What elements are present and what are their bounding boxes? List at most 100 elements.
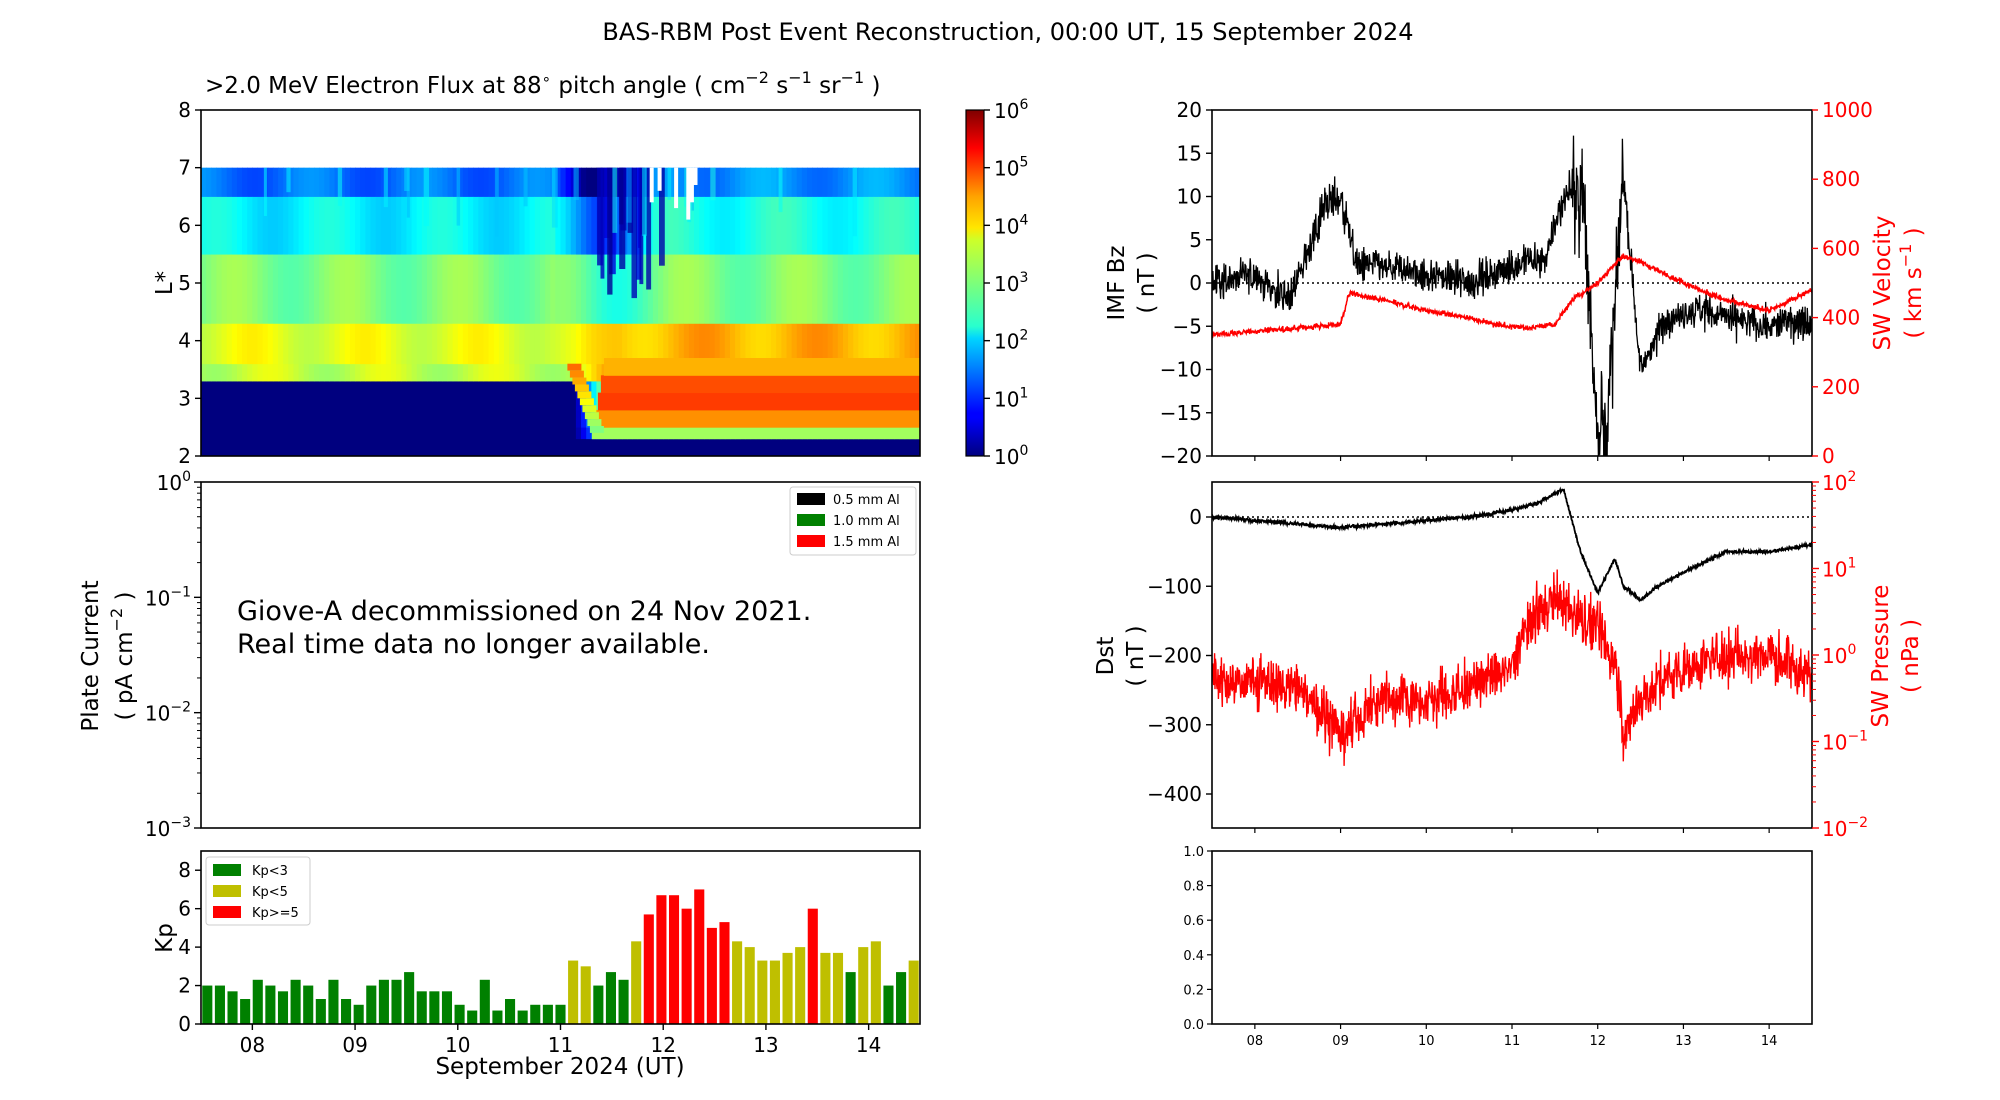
empty-y-tick-label: 0.2 [1183,983,1204,998]
flux-cell [514,323,521,365]
plate-axes-frame [200,481,921,829]
flux-cell [278,323,284,365]
flux-cell [334,363,341,382]
flux-cell [622,254,628,324]
flux-cell [837,196,844,255]
flux-cell [478,196,485,255]
kp-bar [542,1004,553,1024]
flux-outer-streak [456,167,461,226]
flux-cell [303,363,310,382]
flux-cell [221,323,228,365]
flux-cell [514,167,521,197]
flux-cell [457,254,464,324]
flux-cell [565,167,572,197]
flux-cell [709,323,716,365]
flux-cell [355,196,361,255]
flux-cell [750,323,757,365]
kp-bar [896,972,907,1024]
flux-cell [586,427,592,440]
flux-inner-belt-band [603,358,920,376]
flux-cell [740,254,746,324]
flux-cell [904,167,911,197]
flux-cell [339,323,346,365]
velocity-y-tick-label: 200 [1822,375,1860,399]
kp-bar [820,952,831,1024]
flux-cell [796,196,803,255]
flux-cell [586,196,592,255]
flux-cell [565,254,572,324]
flux-cell [509,323,515,365]
flux-cell [704,196,711,255]
flux-cell [519,254,526,324]
kp-bar [883,985,894,1024]
flux-cell [365,363,372,382]
flux-cell [914,167,920,197]
flux-cell [324,363,330,382]
flux-cell [822,167,829,197]
flux-cell [293,167,300,197]
flux-cell [498,363,505,382]
flux-cell [694,323,700,365]
flux-cell [719,167,726,197]
flux-cell [324,254,330,324]
kp-bar [807,908,818,1024]
flux-cell [257,167,264,197]
kp-bar [845,972,856,1024]
flux-cell [899,254,906,324]
flux-cell [319,196,325,255]
flux-cell [411,363,418,382]
flux-cell [791,254,798,324]
flux-cell [652,254,659,324]
kp-bar [505,999,516,1024]
flux-cell [771,323,777,365]
flux-cell [432,196,438,255]
kp-y-ticks: 0 2 4 6 8 [178,858,201,1036]
flux-cell [545,254,551,324]
flux-cell [904,254,911,324]
flux-cell [837,323,844,365]
kp-x-ticks: 08 09 10 11 12 13 14 [240,1024,881,1057]
flux-dropout-streak [600,167,605,279]
flux-cell [678,196,685,255]
flux-cell [396,323,402,365]
flux-cell [786,196,793,255]
flux-cell [319,363,325,382]
flux-cell [283,323,289,365]
flux-cell [478,167,485,197]
flux-cell [355,167,361,197]
flux-cell [504,254,510,324]
flux-cell [884,254,890,324]
flux-cell [206,363,212,382]
flux-cell [288,323,295,365]
flux-cell [432,254,438,324]
legend-swatch-10al [797,514,825,526]
flux-cell [699,254,705,324]
flux-cell [349,323,356,365]
flux-cell [391,323,397,365]
flux-cell [524,196,531,255]
flux-cell [452,363,459,382]
dst-ylabel-unit: ( nT ) [1123,625,1149,686]
flux-cell [560,254,567,324]
flux-cell [221,196,228,255]
flux-cell [416,323,423,365]
flux-cell [360,196,366,255]
flux-cell [894,167,901,197]
kp-y-tick-label: 6 [178,897,191,921]
flux-cell [575,196,582,255]
flux-cell [411,254,418,324]
flux-cell [807,254,813,324]
kp-y-tick-label: 4 [178,935,191,959]
flux-inner-belt-band [594,409,920,428]
flux-cell [406,323,413,365]
flux-cell [909,254,916,324]
flux-cell [735,167,741,197]
flux-cell [247,167,253,197]
kp-x-tick-label: 12 [650,1033,675,1057]
flux-cell [380,196,387,255]
flux-cell [668,196,675,255]
flux-cell [437,363,443,382]
kp-bar [719,922,730,1024]
flux-cell [329,196,336,255]
flux-cell [457,363,464,382]
